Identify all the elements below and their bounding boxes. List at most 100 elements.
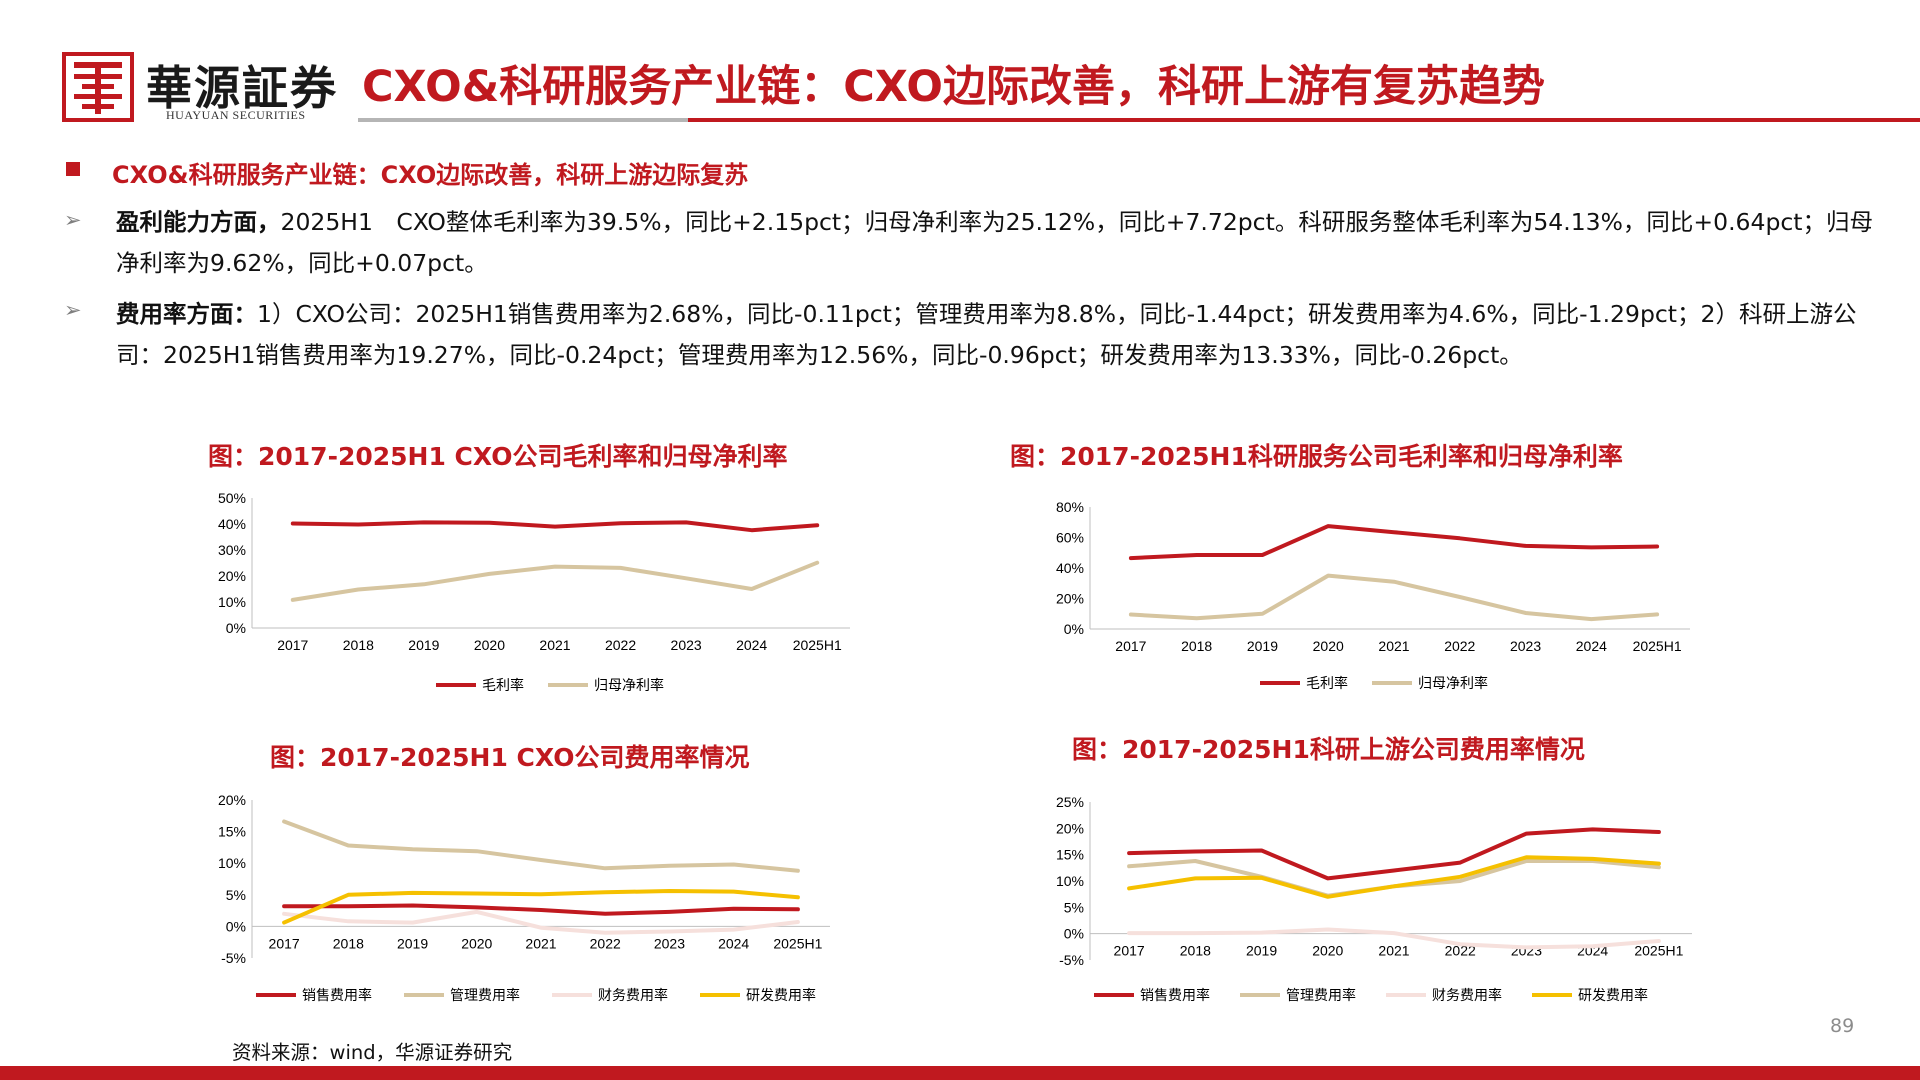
x-tick-label: 2025H1 xyxy=(1633,638,1682,654)
x-tick-label: 2017 xyxy=(1115,638,1146,654)
x-tick-label: 2019 xyxy=(408,637,439,653)
x-tick-label: 2020 xyxy=(461,935,492,951)
legend-label: 销售费用率 xyxy=(302,987,372,1003)
y-tick-label: 10% xyxy=(218,855,246,871)
x-tick-label: 2023 xyxy=(654,935,685,951)
paragraph-lead: 费用率方面： xyxy=(116,300,257,328)
x-tick-label: 2019 xyxy=(397,935,428,951)
y-tick-label: 10% xyxy=(1056,873,1084,889)
series-line xyxy=(1127,927,1661,950)
y-tick-label: 20% xyxy=(1056,820,1084,836)
y-tick-label: 0% xyxy=(226,918,246,934)
x-tick-label: 2022 xyxy=(590,935,621,951)
y-tick-label: 0% xyxy=(1064,621,1084,637)
x-tick-label: 2021 xyxy=(525,935,556,951)
x-tick-label: 2020 xyxy=(474,637,505,653)
paragraph-expenses: 费用率方面：1）CXO公司：2025H1销售费用率为2.68%，同比-0.11p… xyxy=(116,294,1876,376)
header-divider-gray xyxy=(358,118,688,122)
x-tick-label: 2024 xyxy=(736,637,767,653)
y-tick-label: -5% xyxy=(1059,952,1084,968)
y-tick-label: 60% xyxy=(1056,530,1084,546)
x-tick-label: 2020 xyxy=(1312,943,1343,959)
y-tick-label: 0% xyxy=(1064,926,1084,942)
y-tick-label: 0% xyxy=(226,620,246,636)
chart-cxo-margin: 0% 10% 20% 30% 40% 50% 2017 2018 2019 2020 2021 202… xyxy=(218,490,850,693)
series-line xyxy=(1127,827,1661,881)
chart-title-upstream-expense: 图：2017-2025H1科研上游公司费用率情况 xyxy=(1072,735,1585,764)
legend-label: 毛利率 xyxy=(482,677,524,693)
arrow-bullet-icon: ➢ xyxy=(64,298,82,322)
series-line xyxy=(282,819,800,873)
y-tick-label: 20% xyxy=(218,792,246,808)
paragraph-body: 1）CXO公司：2025H1销售费用率为2.68%，同比-0.11pct；管理费… xyxy=(116,300,1857,369)
legend-label: 毛利率 xyxy=(1306,675,1348,691)
x-tick-label: 2025H1 xyxy=(773,935,822,951)
x-tick-label: 2025H1 xyxy=(793,637,842,653)
section-heading: CXO&科研服务产业链：CXO边际改善，科研上游边际复苏 xyxy=(112,161,749,189)
y-tick-label: 15% xyxy=(218,824,246,840)
legend-label: 管理费用率 xyxy=(1286,987,1356,1003)
chart-title-research-margin: 图：2017-2025H1科研服务公司毛利率和归母净利率 xyxy=(1010,442,1623,471)
chart-cxo-expense: -5% 0% 5% 10% 15% 20% 2017 2018 2019 2020 2021 2022… xyxy=(218,792,830,1003)
y-tick-label: 20% xyxy=(1056,591,1084,607)
x-tick-label: 2017 xyxy=(277,637,308,653)
legend-label: 财务费用率 xyxy=(598,987,668,1003)
source-note: 资料来源：wind，华源证券研究 xyxy=(232,1041,513,1064)
x-tick-label: 2025H1 xyxy=(1634,943,1683,959)
y-tick-label: 25% xyxy=(1056,794,1084,810)
y-tick-label: 5% xyxy=(226,887,246,903)
header-divider-red xyxy=(688,118,1920,122)
y-tick-label: 5% xyxy=(1064,899,1084,915)
x-tick-label: 2020 xyxy=(1313,638,1344,654)
y-tick-label: 20% xyxy=(218,568,246,584)
y-tick-label: 40% xyxy=(1056,560,1084,576)
x-tick-label: 2019 xyxy=(1246,943,1277,959)
legend-label: 研发费用率 xyxy=(1578,987,1648,1003)
y-tick-label: 30% xyxy=(218,542,246,558)
series-line xyxy=(1128,524,1660,561)
legend-label: 管理费用率 xyxy=(450,987,520,1003)
y-tick-label: 10% xyxy=(218,594,246,610)
paragraph-lead: 盈利能力方面， xyxy=(116,208,281,236)
paragraph-profitability: 盈利能力方面，2025H1 CXO整体毛利率为39.5%，同比+2.15pct；… xyxy=(116,202,1876,284)
chart-title-cxo-expense: 图：2017-2025H1 CXO公司费用率情况 xyxy=(270,743,750,772)
brand-logo-icon xyxy=(62,52,134,122)
paragraph-body: 2025H1 CXO整体毛利率为39.5%，同比+2.15pct；归母净利率为2… xyxy=(116,208,1873,277)
legend-label: 研发费用率 xyxy=(746,987,816,1003)
x-tick-label: 2024 xyxy=(1576,638,1607,654)
x-tick-label: 2017 xyxy=(1114,943,1145,959)
y-tick-label: 40% xyxy=(218,516,246,532)
x-tick-label: 2021 xyxy=(539,637,570,653)
series-line xyxy=(282,889,800,925)
legend-label: 归母净利率 xyxy=(594,677,664,693)
y-tick-label: 50% xyxy=(218,490,246,506)
brand-name-en: HUAYUAN SECURITIES xyxy=(166,108,306,122)
x-tick-label: 2017 xyxy=(269,935,300,951)
arrow-bullet-icon: ➢ xyxy=(64,208,82,232)
chart-title-cxo-margin: 图：2017-2025H1 CXO公司毛利率和归母净利率 xyxy=(208,442,788,471)
x-tick-label: 2022 xyxy=(1445,943,1476,959)
legend-label: 财务费用率 xyxy=(1432,987,1502,1003)
x-tick-label: 2018 xyxy=(1181,638,1212,654)
series-line xyxy=(1128,573,1660,622)
x-tick-label: 2018 xyxy=(343,637,374,653)
x-tick-label: 2023 xyxy=(671,637,702,653)
series-line xyxy=(282,909,800,935)
series-line xyxy=(290,560,820,602)
x-tick-label: 2018 xyxy=(333,935,364,951)
x-tick-label: 2021 xyxy=(1378,638,1409,654)
legend-label: 归母净利率 xyxy=(1418,675,1488,691)
x-tick-label: 2023 xyxy=(1510,638,1541,654)
page-number: 89 xyxy=(1830,1015,1855,1037)
chart-upstream-expense: -5% 0% 5% 10% 15% 20% 25% 2017 2018 2019 2020 2021 2… xyxy=(1056,794,1692,1003)
x-tick-label: 2018 xyxy=(1180,943,1211,959)
brand-name: 華源証券 xyxy=(146,61,338,115)
page-title: CXO&科研服务产业链：CXO边际改善，科研上游有复苏趋势 xyxy=(362,62,1545,112)
legend-label: 销售费用率 xyxy=(1140,987,1210,1003)
footer-bar xyxy=(0,1066,1920,1080)
series-line xyxy=(1127,855,1661,899)
x-tick-label: 2019 xyxy=(1247,638,1278,654)
x-tick-label: 2021 xyxy=(1378,943,1409,959)
section-bullet-icon xyxy=(66,162,80,176)
x-tick-label: 2022 xyxy=(605,637,636,653)
